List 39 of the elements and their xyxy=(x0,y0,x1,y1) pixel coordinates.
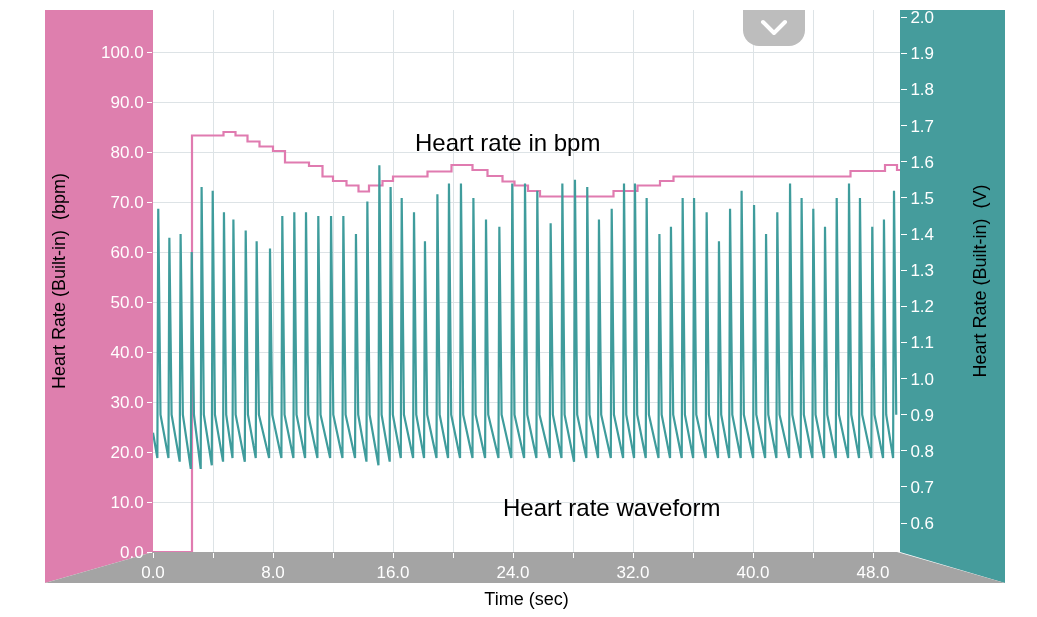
y-axis-title: Heart Rate (Built-in) (bpm) xyxy=(49,172,70,390)
y2-tick-label: 1.5 xyxy=(910,188,935,208)
x-tick-label: 8.0 xyxy=(261,563,285,583)
y2-tick-label: 1.6 xyxy=(910,152,935,172)
line-series xyxy=(153,164,898,470)
x-tick-label: 48.0 xyxy=(856,563,890,583)
x-tick-label: 0.0 xyxy=(141,563,165,583)
y2-tick-label: 0.6 xyxy=(910,514,935,534)
y-tick-label: 40.0 xyxy=(110,342,144,362)
y2-tick-label: 0.7 xyxy=(910,477,935,497)
y-tick-label: 60.0 xyxy=(110,242,144,262)
x-tick-label: 24.0 xyxy=(496,563,530,583)
y-tick-label: 50.0 xyxy=(110,292,144,312)
annotation: Heart rate waveform xyxy=(503,494,721,521)
y2-tick-label: 1.3 xyxy=(910,261,935,281)
y-tick-label: 90.0 xyxy=(110,92,144,112)
y-tick-label: 70.0 xyxy=(110,192,144,212)
y-tick-label: 20.0 xyxy=(110,442,144,462)
y-tick-label: 10.0 xyxy=(110,492,144,512)
y-tick-label: 0.0 xyxy=(119,542,144,562)
x-tick-label: 32.0 xyxy=(616,563,650,583)
y2-tick-label: 1.0 xyxy=(910,369,935,389)
x-axis-title: Time (sec) xyxy=(484,588,569,609)
y2-tick-label: 1.4 xyxy=(910,224,935,244)
x-tick-label: 16.0 xyxy=(376,563,410,583)
y2-tick-label: 0.8 xyxy=(910,441,935,461)
y-tick-label: 30.0 xyxy=(110,392,144,412)
y2-tick-label: 1.8 xyxy=(910,80,935,100)
y-tick-label: 100.0 xyxy=(101,42,144,62)
y2-tick-label: 1.7 xyxy=(910,116,935,136)
y-tick-label: 80.0 xyxy=(110,142,144,162)
y2-tick-label: 1.2 xyxy=(910,297,935,317)
y2-tick-label: 2.0 xyxy=(910,8,935,28)
y2-axis-title: Heart Rate (Built-in) (V) xyxy=(970,184,991,378)
annotation: Heart rate in bpm xyxy=(415,129,601,156)
y2-tick-label: 1.9 xyxy=(910,44,935,64)
y2-tick-label: 0.9 xyxy=(910,405,935,425)
y2-tick-label: 1.1 xyxy=(910,333,935,353)
x-tick-label: 40.0 xyxy=(736,563,770,583)
